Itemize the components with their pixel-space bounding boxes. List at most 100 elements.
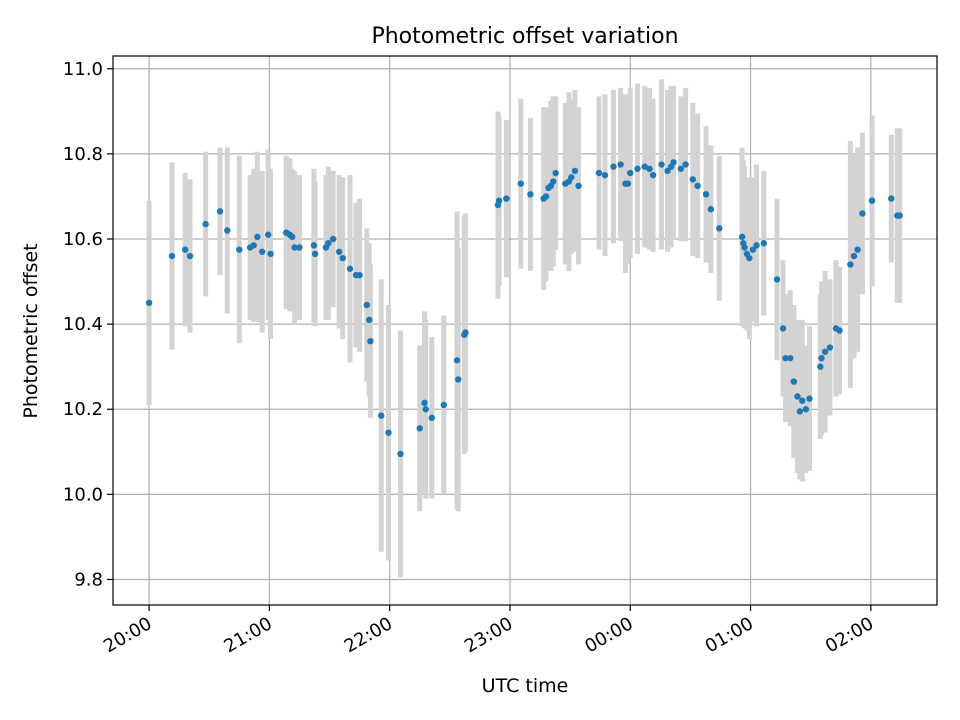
data-points: [145, 159, 903, 458]
data-point: [595, 169, 603, 177]
data-point: [550, 178, 557, 185]
data-point: [378, 412, 385, 419]
data-point: [346, 265, 354, 272]
data-point: [289, 233, 296, 241]
data-point: [627, 169, 634, 177]
data-point: [677, 165, 684, 172]
data-point: [254, 233, 261, 241]
data-point: [462, 329, 469, 336]
y-tick-label: 10.6: [63, 229, 103, 250]
data-point: [329, 235, 337, 243]
data-point: [624, 180, 632, 187]
data-point: [552, 169, 559, 177]
data-point: [181, 246, 189, 253]
data-point: [455, 376, 462, 383]
data-point: [291, 244, 298, 251]
data-point: [821, 348, 829, 355]
data-point: [310, 242, 318, 249]
data-point: [773, 276, 781, 283]
data-point: [168, 252, 176, 260]
data-point: [517, 180, 524, 187]
data-point: [753, 242, 760, 249]
data-point: [707, 206, 715, 213]
data-point: [575, 182, 582, 190]
data-point: [779, 325, 787, 332]
data-point: [836, 327, 843, 334]
data-point: [250, 242, 257, 249]
data-point: [664, 167, 671, 175]
data-point: [826, 344, 834, 351]
data-point: [854, 246, 861, 253]
data-point: [366, 316, 373, 324]
data-point: [850, 252, 858, 260]
data-point: [658, 161, 665, 168]
data-point: [847, 261, 854, 268]
data-point: [264, 231, 272, 238]
y-tick-label: 10.0: [63, 484, 103, 505]
data-point: [542, 193, 550, 200]
data-point: [145, 299, 153, 307]
data-point: [416, 425, 423, 432]
y-tick-label: 9.8: [74, 569, 103, 590]
data-point: [236, 246, 243, 253]
data-point: [422, 406, 429, 413]
data-point: [601, 171, 609, 179]
data-point: [367, 337, 374, 345]
data-point: [738, 233, 746, 241]
data-point: [503, 195, 510, 202]
data-point: [363, 301, 371, 309]
data-point: [888, 195, 895, 202]
data-point: [421, 399, 428, 407]
chart-title: Photometric offset variation: [371, 24, 678, 49]
data-point: [186, 252, 194, 260]
data-point: [682, 161, 689, 168]
data-point: [868, 197, 876, 204]
data-point: [749, 246, 757, 253]
data-point: [694, 182, 701, 190]
data-point: [741, 244, 748, 251]
data-point: [670, 159, 677, 166]
data-point: [790, 378, 798, 385]
data-point: [495, 197, 503, 204]
y-axis-ticks: 9.8 10.0 10.2 10.4 10.6 10.8 11.0: [63, 59, 113, 590]
data-point: [202, 220, 209, 228]
data-point: [610, 163, 617, 170]
data-point: [440, 401, 448, 409]
data-point: [311, 250, 319, 258]
x-axis-label: UTC time: [482, 675, 569, 697]
data-point: [802, 406, 810, 413]
data-point: [617, 161, 624, 168]
data-point: [806, 395, 813, 402]
data-point: [339, 254, 346, 262]
data-point: [746, 254, 753, 262]
data-point: [859, 210, 866, 217]
plot-frame: [112, 55, 938, 606]
y-tick-label: 10.4: [63, 314, 103, 335]
y-tick-label: 11.0: [63, 59, 103, 80]
data-point: [296, 244, 303, 251]
data-point: [649, 171, 657, 179]
data-point: [818, 354, 825, 362]
data-point: [216, 208, 224, 215]
data-point: [782, 354, 789, 362]
data-point: [760, 240, 767, 247]
data-point: [716, 225, 723, 232]
data-point: [325, 240, 332, 247]
data-point: [817, 363, 824, 370]
data-point: [258, 248, 266, 255]
data-point: [453, 357, 461, 364]
data-point: [796, 408, 804, 415]
data-point: [641, 163, 648, 170]
data-point: [702, 191, 710, 198]
y-tick-label: 10.8: [63, 144, 103, 165]
y-tick-label: 10.2: [63, 399, 103, 420]
data-point: [385, 429, 392, 436]
data-point: [571, 167, 579, 175]
y-axis-label: Photometric offset: [20, 243, 42, 418]
data-point: [224, 227, 231, 234]
data-point: [267, 250, 274, 258]
data-point: [527, 191, 534, 198]
data-point: [787, 354, 794, 362]
